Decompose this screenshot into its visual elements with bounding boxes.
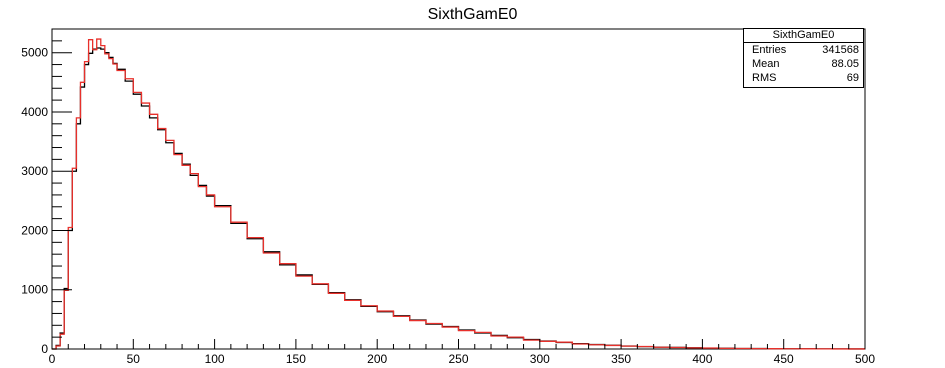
stats-row-rms: RMS 69 — [744, 71, 863, 85]
stats-entries-value: 341568 — [822, 44, 859, 56]
stats-entries-label: Entries — [752, 44, 787, 56]
x-tick-label: 300 — [530, 352, 550, 366]
stats-mean-value: 88.05 — [831, 58, 859, 70]
stats-rms-label: RMS — [752, 72, 777, 84]
x-tick-label: 450 — [774, 352, 794, 366]
stats-row-entries: Entries 341568 — [744, 43, 863, 57]
x-tick-label: 400 — [692, 352, 712, 366]
x-tick-label: 0 — [49, 352, 56, 366]
x-tick-label: 500 — [855, 352, 875, 366]
stats-mean-label: Mean — [752, 58, 780, 70]
y-tick-label: 0 — [41, 342, 48, 356]
series-0-line — [52, 47, 865, 350]
x-tick-label: 200 — [367, 352, 387, 366]
chart-title: SixthGamE0 — [427, 6, 518, 23]
stats-box: SixthGamE0 Entries 341568 Mean 88.05 RMS… — [743, 28, 864, 88]
stats-box-title: SixthGamE0 — [744, 29, 863, 43]
y-tick-label: 3000 — [21, 164, 48, 178]
y-tick-label: 1000 — [21, 283, 48, 297]
x-tick-label: 50 — [127, 352, 141, 366]
y-tick-label: 4000 — [21, 105, 48, 119]
stats-rms-value: 69 — [846, 72, 859, 84]
x-tick-label: 100 — [205, 352, 225, 366]
x-tick-label: 150 — [286, 352, 306, 366]
x-tick-label: 250 — [448, 352, 468, 366]
stats-row-mean: Mean 88.05 — [744, 57, 863, 71]
y-tick-label: 5000 — [21, 46, 48, 60]
y-tick-label: 2000 — [21, 223, 48, 237]
x-tick-label: 350 — [611, 352, 631, 366]
